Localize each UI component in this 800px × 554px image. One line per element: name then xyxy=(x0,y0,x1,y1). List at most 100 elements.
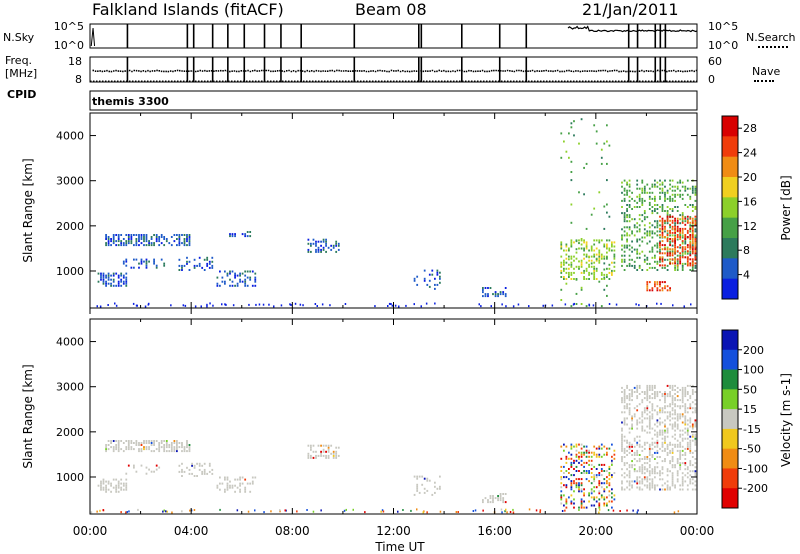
velocity-cell xyxy=(671,474,674,477)
velocity-cell xyxy=(636,421,639,424)
velocity-cell xyxy=(633,454,636,456)
power-cell xyxy=(105,242,107,245)
power-ground-cell xyxy=(329,304,331,307)
velocity-cell xyxy=(661,395,664,398)
velocity-cell xyxy=(105,488,107,491)
velocity-cell xyxy=(102,482,105,485)
velocity-cell xyxy=(565,486,568,489)
power-cell xyxy=(145,238,148,240)
nsky-label: N.Sky xyxy=(3,31,35,44)
power-cell xyxy=(575,303,578,305)
velocity-cell xyxy=(646,484,649,487)
power-cell xyxy=(153,234,155,236)
power-cell xyxy=(684,256,687,259)
velocity-cell xyxy=(170,448,173,451)
velocity-cell xyxy=(654,470,656,473)
velocity-cell xyxy=(563,494,565,497)
power-ground-cell xyxy=(490,305,492,308)
velocity-ground-cell xyxy=(126,511,128,513)
power-cell xyxy=(666,219,669,222)
velocity-cell xyxy=(671,476,674,479)
velocity-cell xyxy=(684,480,687,483)
velocity-cell xyxy=(102,486,105,489)
velocity-cell xyxy=(621,421,623,424)
velocity-cell xyxy=(145,446,148,449)
velocity-cell xyxy=(664,439,666,442)
velocity-cell xyxy=(251,480,254,483)
power-cell xyxy=(686,246,689,249)
power-cell xyxy=(102,282,105,285)
velocity-cell xyxy=(115,448,118,451)
power-cell xyxy=(585,253,588,256)
power-cell xyxy=(208,260,211,263)
power-cell xyxy=(234,272,236,275)
velocity-cell xyxy=(588,492,590,495)
velocity-cell xyxy=(588,449,590,452)
velocity-cell xyxy=(666,427,669,430)
velocity-cell xyxy=(568,478,570,481)
power-cell xyxy=(661,234,664,236)
velocity-cell xyxy=(691,488,694,491)
velocity-cell xyxy=(565,476,568,479)
power-cell xyxy=(145,236,148,238)
power-cell xyxy=(188,236,191,238)
power-cell xyxy=(97,272,100,275)
velocity-cell xyxy=(580,490,583,493)
power-cell xyxy=(669,289,671,292)
nave-right-tick-top: 60 xyxy=(708,55,722,68)
velocity-cell xyxy=(231,484,234,487)
velocity-cell xyxy=(623,405,626,408)
power-cell xyxy=(611,269,613,272)
power-cell xyxy=(666,246,669,249)
power-cell xyxy=(560,263,563,266)
power-cell xyxy=(636,179,639,182)
power-cell xyxy=(203,258,206,261)
power-cell xyxy=(188,260,191,263)
power-cell xyxy=(580,238,583,240)
velocity-cell xyxy=(664,423,666,426)
velocity-cell xyxy=(684,431,687,434)
power-cell xyxy=(679,229,682,232)
power-ground-cell xyxy=(564,303,567,306)
velocity-cell xyxy=(651,443,654,446)
power-cell xyxy=(251,284,254,287)
velocity-cell xyxy=(674,397,676,400)
power-cell xyxy=(674,229,676,232)
velocity-ground-cell xyxy=(96,510,98,513)
velocity-cell xyxy=(646,476,649,479)
velocity-cell xyxy=(575,482,578,485)
velocity-cell xyxy=(681,386,684,389)
power-cell xyxy=(686,262,689,265)
power-cell xyxy=(651,185,654,188)
power-cell xyxy=(669,254,671,257)
velocity-cell xyxy=(676,480,679,483)
power-cell xyxy=(608,278,611,280)
velocity-cell xyxy=(659,399,661,402)
power-cell xyxy=(633,224,636,227)
velocity-cell xyxy=(654,484,656,487)
xtick-label-1: 04:00 xyxy=(174,524,209,538)
velocity-cell xyxy=(165,442,168,444)
velocity-cell xyxy=(163,446,166,449)
power-cell xyxy=(115,234,118,236)
velocity-ground-cell xyxy=(619,510,621,512)
power-cell xyxy=(560,243,563,246)
power-cell xyxy=(681,212,684,215)
power-cell xyxy=(600,257,603,260)
velocity-cell xyxy=(674,433,676,436)
power-cell xyxy=(671,179,674,182)
power-cell xyxy=(636,250,639,253)
velocity-cell xyxy=(676,386,679,389)
power-cell xyxy=(246,284,249,287)
velocity-cell xyxy=(651,405,654,408)
power-cell xyxy=(679,254,682,257)
velocity-cell xyxy=(611,476,613,479)
power-cell xyxy=(626,264,628,267)
velocity-cell xyxy=(434,491,436,494)
power-cell xyxy=(659,191,661,194)
power-cell xyxy=(178,234,181,236)
power-cell xyxy=(691,227,694,230)
velocity-cell xyxy=(636,480,639,483)
velocity-cell xyxy=(666,468,669,471)
velocity-cell xyxy=(583,453,585,456)
